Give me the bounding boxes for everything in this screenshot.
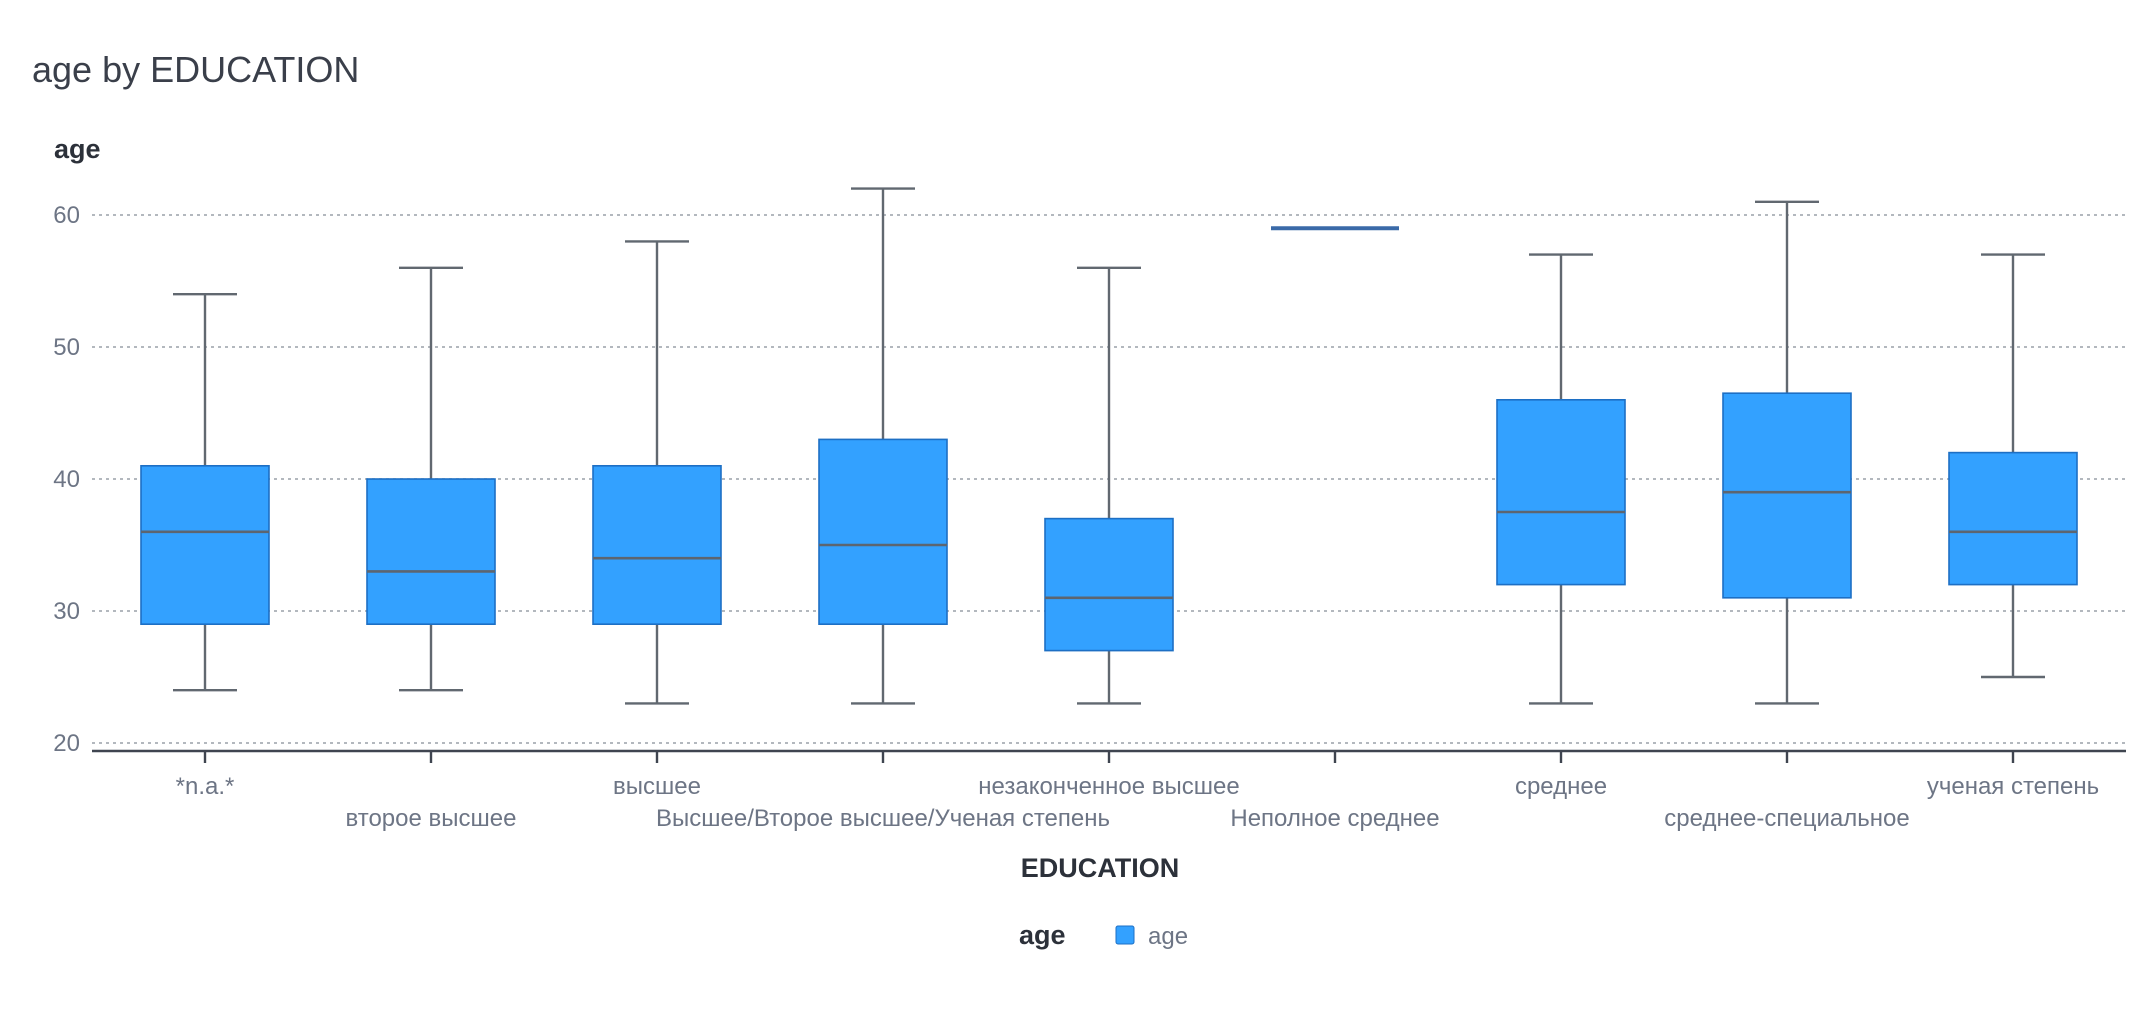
iqr-box <box>1044 517 1174 652</box>
legend: age age <box>1019 920 1188 950</box>
iqr-box <box>1496 398 1626 586</box>
box-group <box>818 187 948 705</box>
box-group <box>1722 200 1852 705</box>
y-ticks-layer: 20 30 40 50 60 <box>53 202 80 757</box>
y-axis-title: age <box>54 134 101 164</box>
boxes-layer <box>140 187 2078 705</box>
x-tick-label: незаконченное высшее <box>978 773 1239 800</box>
iqr-box <box>140 464 270 625</box>
x-tick-label: среднее <box>1515 773 1607 800</box>
iqr-box <box>592 464 722 625</box>
iqr-box <box>366 478 496 625</box>
x-tick-label: среднее-специальное <box>1664 805 1909 832</box>
x-tick-label: *n.a.* <box>176 773 235 800</box>
x-tick-label: Неполное среднее <box>1230 805 1439 832</box>
box-group <box>1496 253 1626 705</box>
box-group <box>366 266 496 692</box>
y-tick-label-50: 50 <box>53 334 80 361</box>
iqr-box <box>1722 392 1852 599</box>
box-group <box>140 293 270 692</box>
x-tick-label: ученая степень <box>1927 773 2099 800</box>
iqr-box <box>818 438 948 625</box>
y-tick-label-40: 40 <box>53 466 80 493</box>
y-tick-label-30: 30 <box>53 598 80 625</box>
box-group <box>1044 266 1174 705</box>
box-group <box>1948 253 2078 679</box>
legend-swatch <box>1115 925 1135 945</box>
iqr-box <box>1948 451 2078 586</box>
x-tick-label: высшее <box>613 773 701 800</box>
x-axis-layer: *n.a.* второе высшее высшее Высшее/Второе в… <box>92 749 2126 832</box>
y-tick-label-20: 20 <box>53 730 80 757</box>
x-axis-title: EDUCATION <box>1021 853 1180 883</box>
legend-title: age <box>1019 920 1066 950</box>
chart-title: age by EDUCATION <box>32 49 359 90</box>
box-group <box>592 240 722 705</box>
y-tick-label-60: 60 <box>53 202 80 229</box>
x-tick-label: второе высшее <box>346 805 517 832</box>
legend-item-label[interactable]: age <box>1148 923 1188 950</box>
x-tick-label: Высшее/Второе высшее/Ученая степень <box>656 805 1110 832</box>
